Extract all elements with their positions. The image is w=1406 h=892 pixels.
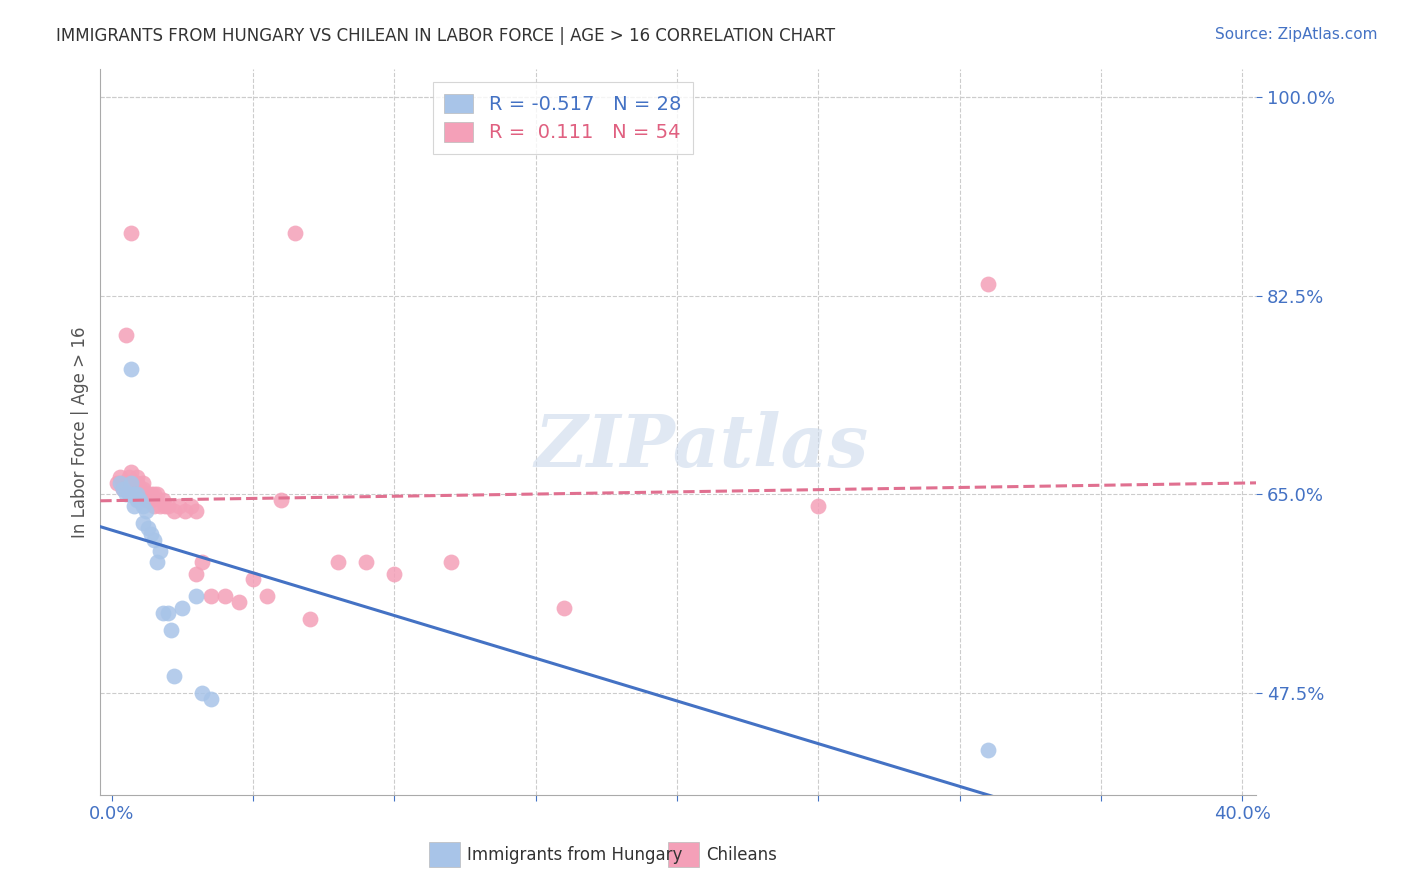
- Text: IMMIGRANTS FROM HUNGARY VS CHILEAN IN LABOR FORCE | AGE > 16 CORRELATION CHART: IMMIGRANTS FROM HUNGARY VS CHILEAN IN LA…: [56, 27, 835, 45]
- Point: [108, 470, 131, 484]
- Point: [127, 487, 149, 501]
- Point: [149, 499, 172, 513]
- Point: [157, 499, 180, 513]
- Point: [200, 691, 222, 706]
- Point: [298, 612, 321, 626]
- Point: [138, 487, 160, 501]
- Point: [127, 470, 149, 484]
- Point: [127, 492, 149, 507]
- Point: [807, 499, 830, 513]
- Text: ZIPatlas: ZIPatlas: [534, 411, 869, 482]
- Point: [114, 328, 136, 343]
- Point: [256, 590, 278, 604]
- Point: [120, 362, 142, 376]
- Point: [186, 590, 208, 604]
- Point: [155, 499, 177, 513]
- Point: [172, 600, 194, 615]
- Point: [977, 742, 1000, 756]
- Point: [977, 277, 1000, 292]
- Point: [117, 470, 139, 484]
- Point: [122, 482, 145, 496]
- Point: [132, 516, 155, 530]
- Point: [382, 566, 405, 581]
- Text: Source: ZipAtlas.com: Source: ZipAtlas.com: [1215, 27, 1378, 42]
- Point: [242, 573, 264, 587]
- Point: [163, 504, 186, 518]
- Point: [152, 607, 174, 621]
- Point: [114, 482, 136, 496]
- Point: [129, 482, 152, 496]
- Point: [117, 475, 139, 490]
- Point: [326, 555, 349, 569]
- Point: [108, 475, 131, 490]
- Point: [157, 607, 180, 621]
- Point: [132, 499, 155, 513]
- Point: [214, 590, 236, 604]
- Point: [132, 482, 155, 496]
- Point: [553, 600, 575, 615]
- Point: [117, 487, 139, 501]
- Point: [160, 624, 183, 638]
- Text: Chileans: Chileans: [706, 846, 776, 863]
- Point: [146, 555, 169, 569]
- Point: [146, 487, 169, 501]
- Point: [186, 566, 208, 581]
- Point: [143, 487, 166, 501]
- Point: [120, 226, 142, 240]
- Y-axis label: In Labor Force | Age > 16: In Labor Force | Age > 16: [72, 326, 89, 538]
- Point: [440, 555, 463, 569]
- Point: [129, 487, 152, 501]
- Point: [132, 475, 155, 490]
- Point: [270, 492, 292, 507]
- Point: [122, 487, 145, 501]
- Point: [127, 475, 149, 490]
- Point: [138, 521, 160, 535]
- Point: [191, 555, 214, 569]
- Point: [114, 487, 136, 501]
- Point: [141, 527, 163, 541]
- Point: [141, 492, 163, 507]
- Point: [174, 504, 197, 518]
- Point: [149, 544, 172, 558]
- Point: [163, 669, 186, 683]
- Point: [169, 499, 191, 513]
- Point: [120, 475, 142, 490]
- Point: [129, 492, 152, 507]
- Point: [191, 686, 214, 700]
- Point: [138, 492, 160, 507]
- Point: [180, 499, 202, 513]
- Point: [111, 475, 134, 490]
- Point: [143, 499, 166, 513]
- Point: [141, 487, 163, 501]
- Point: [354, 555, 377, 569]
- Legend: R = -0.517   N = 28, R =  0.111   N = 54: R = -0.517 N = 28, R = 0.111 N = 54: [433, 82, 693, 154]
- Point: [143, 533, 166, 547]
- Point: [111, 482, 134, 496]
- Point: [114, 475, 136, 490]
- Text: Immigrants from Hungary: Immigrants from Hungary: [467, 846, 682, 863]
- Point: [135, 487, 157, 501]
- Point: [105, 475, 128, 490]
- Point: [122, 475, 145, 490]
- Point: [186, 504, 208, 518]
- Point: [135, 492, 157, 507]
- Point: [122, 499, 145, 513]
- Point: [200, 590, 222, 604]
- Point: [111, 482, 134, 496]
- Point: [152, 492, 174, 507]
- Point: [120, 465, 142, 479]
- Point: [284, 226, 307, 240]
- Point: [228, 595, 250, 609]
- Point: [135, 504, 157, 518]
